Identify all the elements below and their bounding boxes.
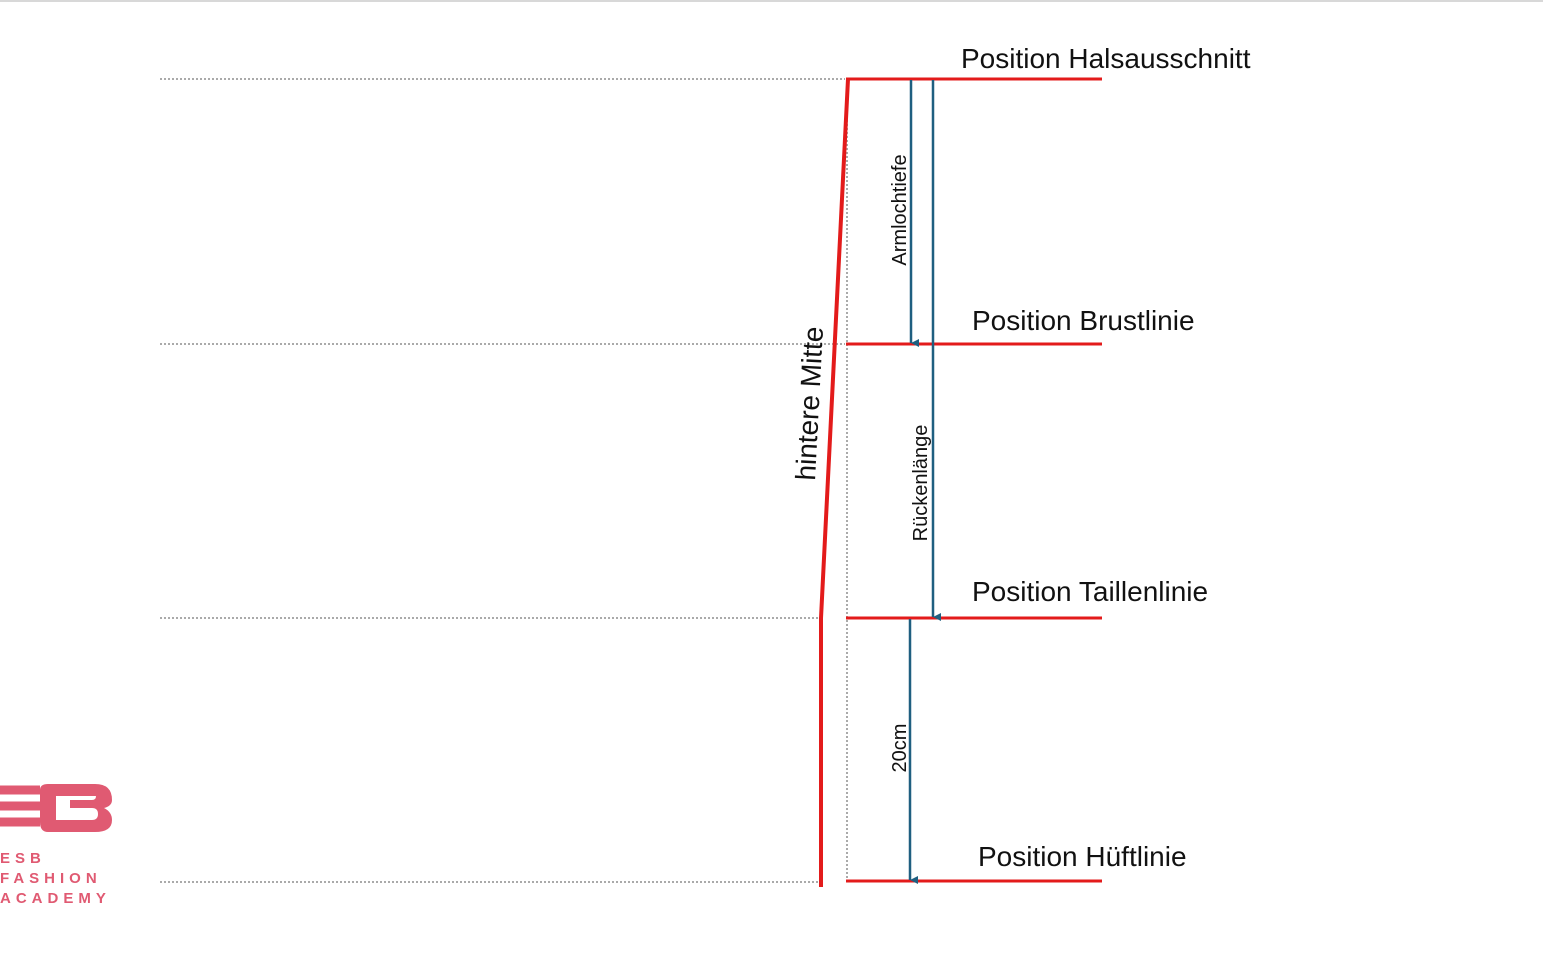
logo-text: FASHION <box>0 870 102 887</box>
guide-lines <box>160 78 848 883</box>
pattern-lines <box>819 77 1102 887</box>
measure-label: Rückenlänge <box>910 425 932 542</box>
measure-arrows <box>908 80 941 884</box>
logo-text: ACADEMY <box>0 890 111 907</box>
measure-label: 20cm <box>889 724 911 773</box>
line-label: Position Brustlinie <box>972 305 1195 336</box>
logo: ESB FASHION ACADEMY <box>0 784 112 907</box>
measure-label: Armlochtiefe <box>889 154 911 265</box>
line-label: Position Halsausschnitt <box>961 43 1251 74</box>
line-label: Position Taillenlinie <box>972 576 1208 607</box>
logo-text: ESB <box>0 850 46 867</box>
center-label: hintere Mitte <box>790 326 829 481</box>
line-label: Position Hüftlinie <box>978 841 1187 872</box>
